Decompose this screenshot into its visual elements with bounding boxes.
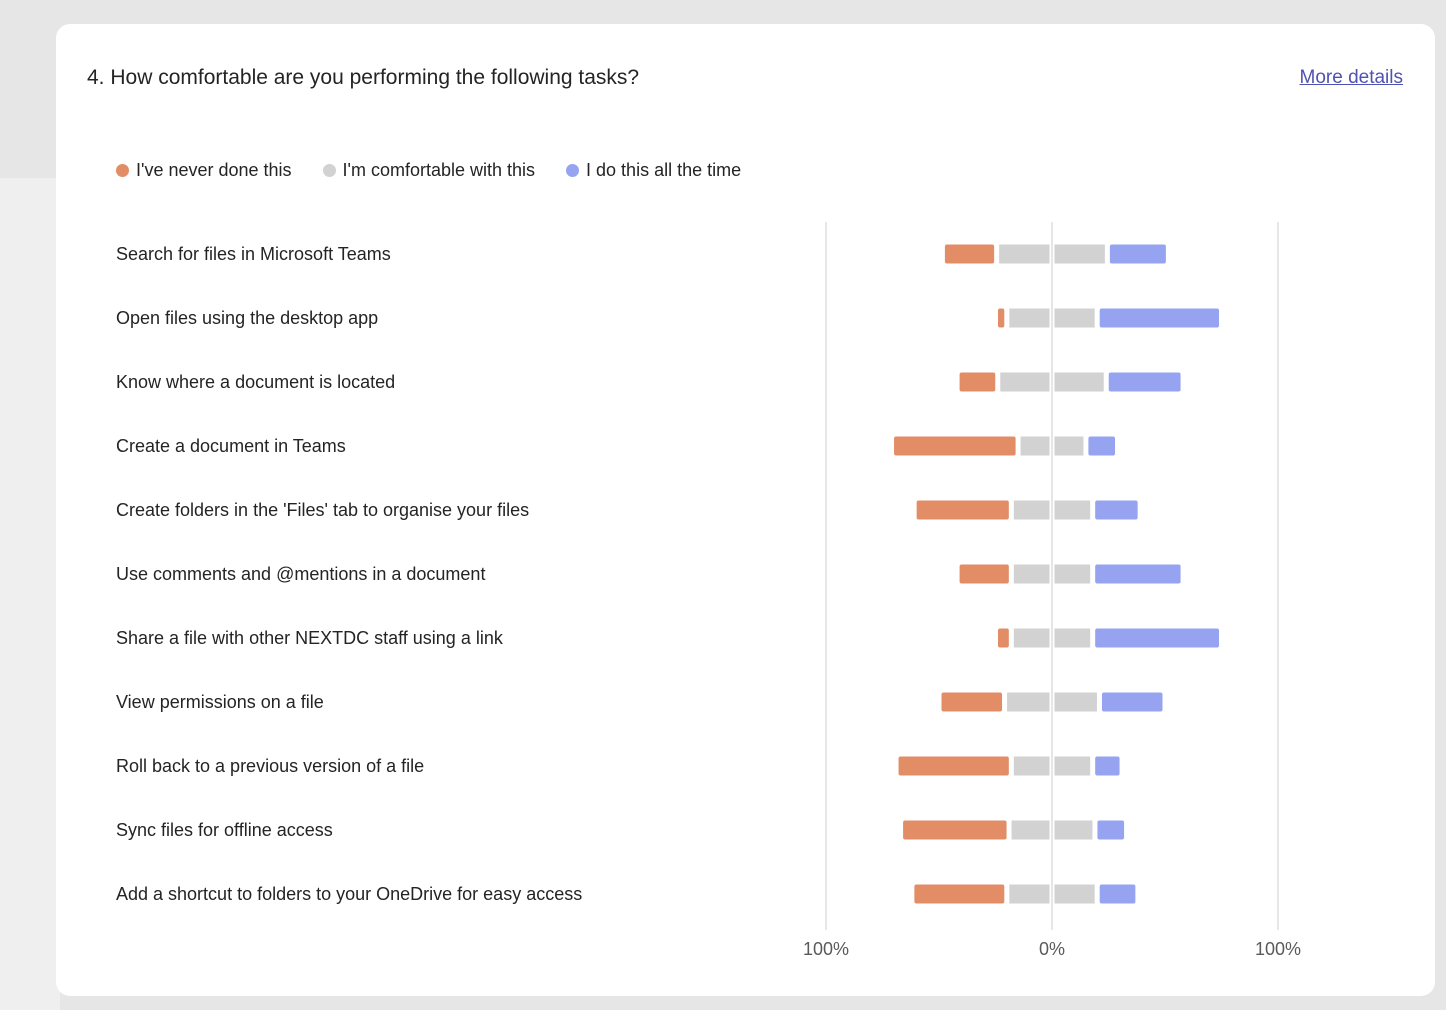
row-label: Sync files for offline access <box>116 820 333 840</box>
bar-all-the-time <box>1095 756 1120 776</box>
bar-comfortable-right <box>1054 244 1105 264</box>
bar-comfortable-left <box>1013 628 1050 648</box>
bar-all-the-time <box>1101 692 1163 712</box>
question-card: 4. How comfortable are you performing th… <box>56 24 1435 996</box>
bar-all-the-time <box>1099 308 1219 328</box>
row-label: Add a shortcut to folders to your OneDri… <box>116 884 583 904</box>
bar-comfortable-right <box>1054 692 1097 712</box>
bar-comfortable-right <box>1054 820 1093 840</box>
bar-comfortable-left <box>1009 884 1050 904</box>
question-title: 4. How comfortable are you performing th… <box>87 66 640 89</box>
bar-comfortable-right <box>1054 500 1091 520</box>
bar-never <box>959 564 1009 584</box>
bar-comfortable-right <box>1054 756 1091 776</box>
legend-item-never[interactable]: I've never done this <box>116 160 292 181</box>
bar-comfortable-right <box>1054 628 1091 648</box>
bar-comfortable-left <box>999 244 1050 264</box>
bar-never <box>916 500 1009 520</box>
diverging-bar-chart: 100% 0% 100% <box>803 222 1301 959</box>
bar-comfortable-left <box>1011 820 1050 840</box>
bar-never <box>959 372 996 392</box>
bar-all-the-time <box>1095 564 1181 584</box>
bar-never <box>998 628 1009 648</box>
bar-comfortable-left <box>1000 372 1050 392</box>
legend-label-never: I've never done this <box>136 160 292 180</box>
row-label: Create folders in the 'Files' tab to org… <box>116 500 530 520</box>
bar-all-the-time <box>1095 628 1219 648</box>
bar-all-the-time <box>1108 372 1181 392</box>
x-tick-label: 100% <box>803 939 849 959</box>
bar-comfortable-left <box>1013 756 1050 776</box>
legend-dot-all-the-time <box>566 164 580 177</box>
bar-comfortable-right <box>1054 564 1091 584</box>
bar-comfortable-right <box>1054 884 1095 904</box>
bar-comfortable-left <box>1007 692 1050 712</box>
x-tick-label: 0% <box>1039 939 1065 959</box>
legend-dot-never <box>116 164 129 177</box>
bar-comfortable-left <box>1009 308 1050 328</box>
legend-dot-comfortable <box>322 164 336 177</box>
bar-comfortable-left <box>1013 564 1050 584</box>
row-label: Search for files in Microsoft Teams <box>116 244 391 264</box>
legend-item-all-the-time[interactable]: I do this all the time <box>566 160 741 181</box>
row-label: Create a document in Teams <box>116 436 346 456</box>
legend-item-comfortable[interactable]: I'm comfortable with this <box>322 160 536 181</box>
bar-all-the-time <box>1097 820 1125 840</box>
bar-comfortable-left <box>1020 436 1050 456</box>
bar-never <box>894 436 1016 456</box>
more-details-link[interactable]: More details <box>1299 67 1404 88</box>
bar-comfortable-right <box>1054 436 1084 456</box>
bar-never <box>914 884 1005 904</box>
row-label: Roll back to a previous version of a fil… <box>116 756 425 776</box>
bar-never <box>941 692 1003 712</box>
legend-label-comfortable: I'm comfortable with this <box>342 160 536 180</box>
bar-all-the-time <box>1088 436 1116 456</box>
legend-label-all-the-time: I do this all the time <box>586 160 742 180</box>
background-shade <box>0 178 60 1010</box>
bar-comfortable-right <box>1054 372 1104 392</box>
bar-never <box>944 244 995 264</box>
row-label: View permissions on a file <box>116 692 324 712</box>
bar-never <box>998 308 1005 328</box>
chart-legend: I've never done this I'm comfortable wit… <box>116 160 741 181</box>
bar-never <box>898 756 1009 776</box>
bar-comfortable-right <box>1054 308 1095 328</box>
bar-all-the-time <box>1109 244 1166 264</box>
bar-all-the-time <box>1095 500 1138 520</box>
row-label: Use comments and @mentions in a document <box>116 564 486 584</box>
row-label: Share a file with other NEXTDC staff usi… <box>116 628 503 648</box>
bar-comfortable-left <box>1013 500 1050 520</box>
bar-never <box>903 820 1007 840</box>
bar-all-the-time <box>1099 884 1136 904</box>
row-label: Know where a document is located <box>116 372 396 392</box>
x-tick-label: 100% <box>1255 939 1301 959</box>
row-label: Open files using the desktop app <box>116 308 379 328</box>
